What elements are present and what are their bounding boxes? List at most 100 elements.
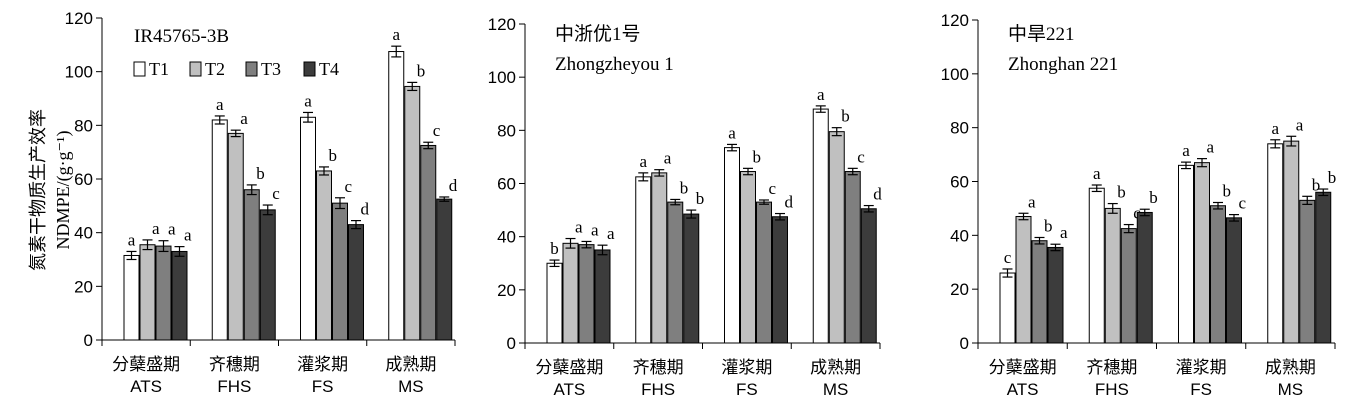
bar-T2-ATS <box>1015 215 1032 344</box>
x-tick-label: FS <box>1190 380 1212 399</box>
significance-label: a <box>152 219 160 238</box>
significance-label: a <box>304 91 312 110</box>
significance-label: b <box>696 189 705 208</box>
bar-T1-FHS <box>635 176 652 344</box>
significance-label: b <box>1044 216 1053 235</box>
y-tick-label: 60 <box>74 170 93 189</box>
bar-T3-MS <box>844 171 861 344</box>
y-tick-label: 100 <box>488 68 516 87</box>
bar-T3-ATS <box>578 244 595 344</box>
x-tick-label-cn: 灌浆期 <box>721 358 772 377</box>
bar-T3-ATS <box>155 245 172 341</box>
bar-T3-FS <box>332 202 348 341</box>
bar-T3-FHS <box>243 189 260 341</box>
x-tick-label-cn: 灌浆期 <box>297 355 348 374</box>
bar-T1-MS <box>1267 143 1284 344</box>
significance-label: b <box>550 239 559 258</box>
bar-T2-FS <box>316 170 332 341</box>
bar-T1-ATS <box>123 254 140 341</box>
significance-label: b <box>841 107 850 126</box>
significance-label: c <box>769 179 777 198</box>
panel-subtitle: Zhongzheyou 1 <box>555 54 674 75</box>
significance-label: a <box>392 25 400 44</box>
bar-T4-FHS <box>1136 211 1153 344</box>
significance-label: a <box>1060 223 1068 242</box>
significance-label: a <box>216 95 224 114</box>
bar-T1-MS <box>812 108 829 344</box>
y-axis-label-group: 氮素干物质生产效率 NDMPE/(g·g⁻¹) <box>28 109 74 271</box>
significance-label: c <box>857 147 865 166</box>
y-tick-label: 0 <box>84 331 93 350</box>
y-tick-label: 0 <box>960 334 969 353</box>
significance-label: a <box>168 220 176 239</box>
panel-title: 中浙优1号 <box>555 23 641 45</box>
bar-T1-FS <box>1178 164 1194 344</box>
x-tick-label: FHS <box>1095 380 1129 399</box>
x-tick-label-cn: 齐穗期 <box>209 355 260 374</box>
y-tick-label: 40 <box>497 228 516 247</box>
significance-label: a <box>1182 141 1190 160</box>
legend-swatch-T4 <box>303 61 316 77</box>
y-tick-label: 120 <box>65 9 93 28</box>
significance-label: a <box>240 109 248 128</box>
significance-label: c <box>1004 248 1012 267</box>
y-tick-label: 80 <box>950 119 969 138</box>
bar-T2-FS <box>1194 162 1210 344</box>
legend-label: T3 <box>261 59 281 79</box>
bar-T1-FS <box>300 116 316 341</box>
x-tick-label: ATS <box>553 380 585 399</box>
bar-T3-FHS <box>1120 228 1137 344</box>
bar-T3-FS <box>756 201 772 344</box>
bar-T2-MS <box>404 85 421 341</box>
bar-T4-FS <box>348 224 364 341</box>
x-tick-label: MS <box>1278 380 1304 399</box>
bar-T4-ATS <box>594 249 611 344</box>
bar-T3-FS <box>1210 205 1226 344</box>
legend-swatch-T1 <box>133 61 146 77</box>
bar-T1-ATS <box>999 272 1016 344</box>
significance-label: d <box>449 176 458 195</box>
y-axis-label: NDMPE/(g·g⁻¹) <box>53 131 74 250</box>
significance-label: a <box>817 85 825 104</box>
x-tick-label-cn: 成熟期 <box>810 357 861 377</box>
significance-label: a <box>1028 192 1036 211</box>
bar-T1-FS <box>724 147 740 344</box>
bar-T2-FHS <box>227 132 244 341</box>
y-tick-label: 0 <box>507 334 516 353</box>
legend-swatch-T3 <box>245 61 258 77</box>
bar-T4-ATS <box>1047 246 1064 344</box>
significance-label: a <box>664 149 672 168</box>
significance-label: a <box>591 220 599 239</box>
bar-T4-FS <box>772 216 788 344</box>
legend-label: T4 <box>319 59 339 79</box>
bar-T4-FHS <box>259 209 276 341</box>
significance-label: b <box>329 146 338 165</box>
legend: T1 T2 T3 T4 <box>133 59 339 79</box>
y-tick-label: 60 <box>950 173 969 192</box>
significance-label: c <box>433 121 441 140</box>
legend-label: T2 <box>205 59 225 79</box>
x-tick-label-cn: 成熟期 <box>385 354 436 374</box>
bar-T3-ATS <box>1031 240 1048 344</box>
x-tick-label: FS <box>736 380 758 399</box>
significance-label: b <box>417 61 426 80</box>
significance-label: a <box>128 230 136 249</box>
bar-T2-ATS <box>562 242 579 344</box>
significance-label: a <box>1296 115 1304 134</box>
x-tick-label-cn: 齐穗期 <box>1086 358 1137 377</box>
legend-swatch-T2 <box>189 61 202 77</box>
bar-T1-FHS <box>211 119 228 341</box>
y-tick-label: 80 <box>497 121 516 140</box>
x-tick-label-cn: 分蘖盛期 <box>535 358 603 377</box>
significance-label: a <box>728 123 736 142</box>
x-tick-label: FS <box>312 377 334 396</box>
significance-label: b <box>1312 175 1321 194</box>
significance-label: a <box>1271 119 1279 138</box>
significance-label: c <box>345 177 353 196</box>
bar-T4-MS <box>436 198 453 341</box>
y-tick-label: 120 <box>941 11 969 30</box>
x-tick-label: FHS <box>641 380 675 399</box>
bar-T2-MS <box>1283 140 1300 344</box>
panel-subtitle: Zhonghan 221 <box>1008 54 1118 75</box>
